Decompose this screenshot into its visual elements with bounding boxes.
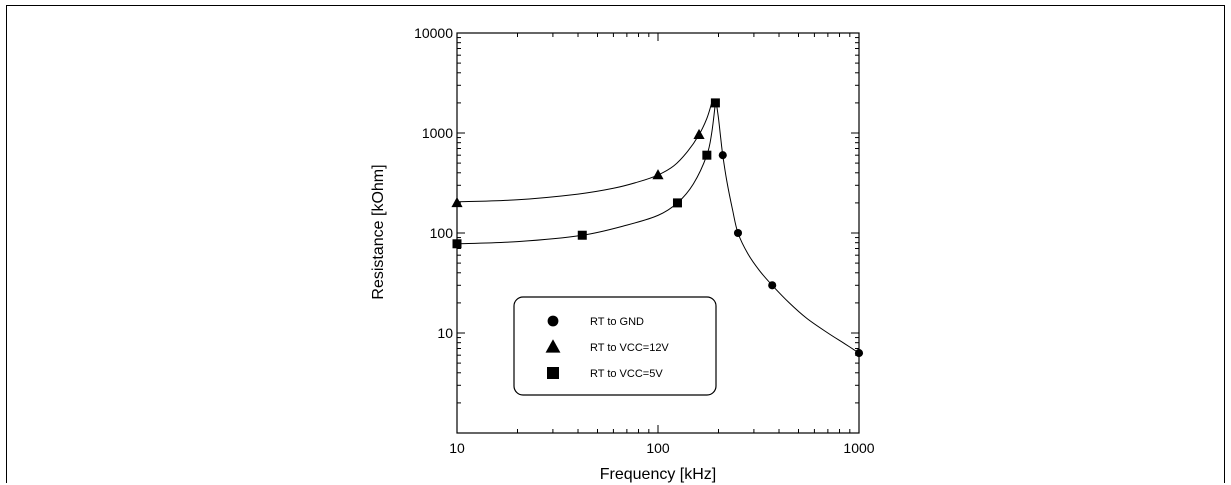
y-axis-label: Resistance [kOhm] bbox=[370, 164, 387, 299]
y-tick-label: 10000 bbox=[414, 25, 453, 41]
data-point-rt-to-vcc-12v bbox=[652, 169, 664, 180]
data-point-rt-to-gnd bbox=[854, 349, 864, 358]
legend-marker bbox=[547, 315, 559, 327]
data-point-rt-to-vcc-12v bbox=[693, 128, 705, 140]
y-tick-label: 100 bbox=[430, 225, 454, 241]
data-point-rt-to-vcc-5v bbox=[672, 198, 682, 208]
figure-frame bbox=[6, 5, 1225, 483]
series-line-rt-to-gnd bbox=[715, 102, 860, 354]
legend-marker bbox=[547, 367, 559, 379]
data-point-rt-to-vcc-12v bbox=[451, 197, 463, 208]
data-point-rt-to-vcc-5v bbox=[577, 230, 587, 240]
y-tick-label: 1000 bbox=[422, 125, 453, 141]
series-line-rt-to-vcc-5v bbox=[456, 102, 716, 245]
legend-marker bbox=[545, 339, 561, 353]
series-line-rt-to-vcc-12v bbox=[456, 102, 713, 203]
data-point-rt-to-gnd bbox=[768, 281, 777, 290]
legend-entry-label: RT to VCC=12V bbox=[590, 342, 669, 354]
data-point-rt-to-vcc-5v bbox=[710, 98, 720, 108]
y-tick-label: 10 bbox=[437, 325, 453, 341]
data-point-rt-to-vcc-5v bbox=[452, 239, 462, 249]
legend-box bbox=[513, 296, 717, 396]
legend-entry-label: RT to GND bbox=[590, 316, 644, 328]
data-point-rt-to-vcc-5v bbox=[702, 150, 712, 160]
x-tick-label: 100 bbox=[646, 440, 670, 456]
x-tick-label: 1000 bbox=[843, 440, 874, 456]
data-point-rt-to-gnd bbox=[718, 151, 727, 160]
x-axis-label: Frequency [kHz] bbox=[600, 466, 716, 483]
data-point-rt-to-gnd bbox=[733, 228, 743, 238]
legend-entry-label: RT to VCC=5V bbox=[590, 368, 663, 380]
x-tick-label: 10 bbox=[449, 440, 465, 456]
